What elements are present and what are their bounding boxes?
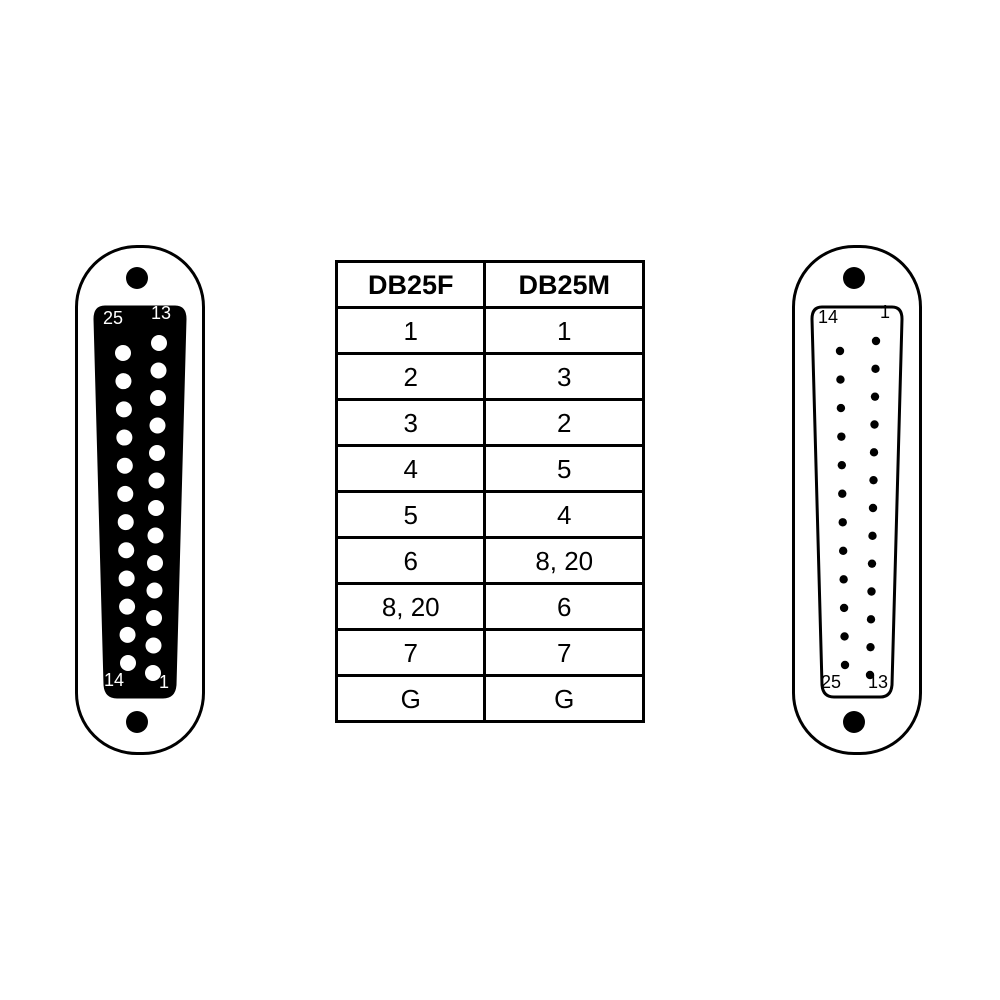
table-cell: 3 xyxy=(337,400,485,446)
table-cell: 7 xyxy=(485,630,644,676)
table-cell: G xyxy=(485,676,644,722)
table-cell: 8, 20 xyxy=(485,538,644,584)
diagram-stage: 25 13 14 1 DB25F DB25M 112332455468, 208… xyxy=(0,0,1000,1000)
table-cell: 2 xyxy=(485,400,644,446)
table-cell: 1 xyxy=(337,308,485,354)
pin-label: 14 xyxy=(818,307,838,328)
table-cell: 5 xyxy=(337,492,485,538)
pin-label: 13 xyxy=(151,303,171,324)
table-row: 68, 20 xyxy=(337,538,644,584)
table-header: DB25F xyxy=(337,262,485,308)
table-cell: 1 xyxy=(485,308,644,354)
table-header: DB25M xyxy=(485,262,644,308)
screw-hole-icon xyxy=(843,267,865,289)
table-cell: 6 xyxy=(485,584,644,630)
table-row: 45 xyxy=(337,446,644,492)
pinout-table: DB25F DB25M 112332455468, 208, 20677GG xyxy=(335,260,645,723)
pin-label: 25 xyxy=(821,672,841,693)
screw-hole-icon xyxy=(843,711,865,733)
table-cell: 8, 20 xyxy=(337,584,485,630)
pin-label: 25 xyxy=(103,308,123,329)
table-cell: G xyxy=(337,676,485,722)
pin-label: 1 xyxy=(880,302,890,323)
connector-db25f: 25 13 14 1 xyxy=(75,245,205,755)
table-cell: 6 xyxy=(337,538,485,584)
connector-db25m: 14 1 25 13 xyxy=(792,245,922,755)
screw-hole-icon xyxy=(126,711,148,733)
table-row: 77 xyxy=(337,630,644,676)
table-row: 32 xyxy=(337,400,644,446)
table-cell: 2 xyxy=(337,354,485,400)
pin-label: 13 xyxy=(868,672,888,693)
table-cell: 5 xyxy=(485,446,644,492)
table-row: GG xyxy=(337,676,644,722)
dshell-female xyxy=(93,303,187,701)
table-row: 54 xyxy=(337,492,644,538)
dshell-male xyxy=(810,303,904,701)
table-cell: 4 xyxy=(337,446,485,492)
table-row: 23 xyxy=(337,354,644,400)
pin-label: 14 xyxy=(104,670,124,691)
table-cell: 3 xyxy=(485,354,644,400)
pin-label: 1 xyxy=(159,672,169,693)
table-cell: 7 xyxy=(337,630,485,676)
screw-hole-icon xyxy=(126,267,148,289)
table-row: 8, 206 xyxy=(337,584,644,630)
table-row: 11 xyxy=(337,308,644,354)
table-cell: 4 xyxy=(485,492,644,538)
